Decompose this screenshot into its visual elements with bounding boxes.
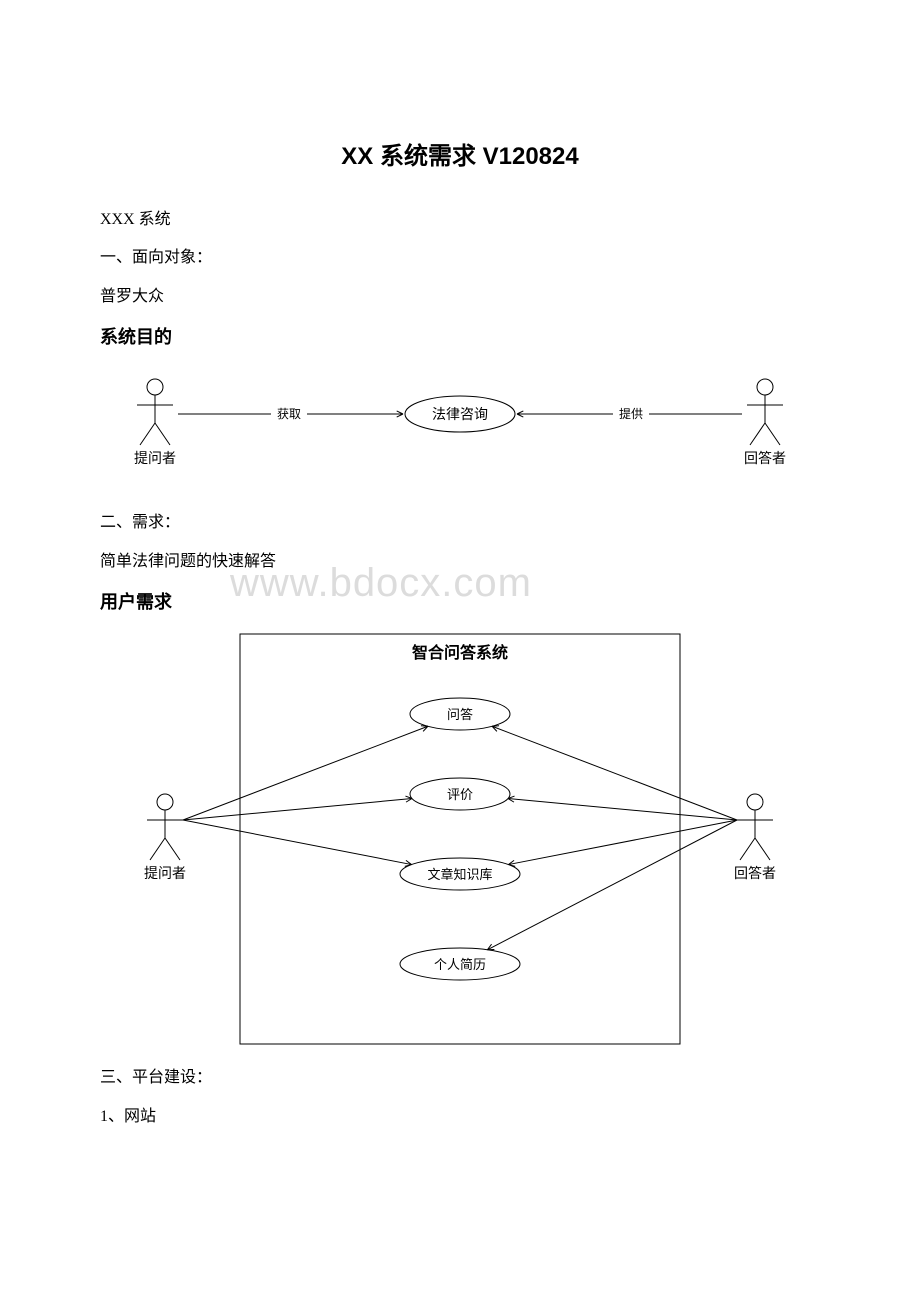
svg-text:获取: 获取 (277, 407, 301, 421)
diagram-1-container: 提问者 回答者 法律咨询 获取 提供 (100, 359, 820, 504)
svg-text:提问者: 提问者 (134, 451, 176, 467)
system-name: XXX 系统 (100, 201, 820, 239)
svg-text:评价: 评价 (447, 787, 473, 802)
svg-text:回答者: 回答者 (734, 865, 776, 882)
section-1-heading: 一、面向对象： (100, 239, 820, 277)
section-2-heading: 二、需求： (100, 504, 820, 542)
diagram-2: 智合问答系统提问者 回答者 问答评价文章知识库个人简历 (100, 624, 820, 1054)
heading-purpose: 系统目的 (100, 316, 820, 359)
doc-title: XX 系统需求 V120824 (100, 136, 820, 171)
svg-text:法律咨询: 法律咨询 (432, 407, 488, 423)
section-3-heading: 三、平台建设： (100, 1059, 820, 1097)
section-3-item1: 1、网站 (100, 1098, 820, 1136)
svg-text:文章知识库: 文章知识库 (427, 867, 492, 882)
diagram-2-container: 智合问答系统提问者 回答者 问答评价文章知识库个人简历 (100, 624, 820, 1059)
svg-text:提供: 提供 (619, 406, 643, 421)
svg-text:提问者: 提问者 (144, 866, 186, 882)
heading-user-req: 用户需求 (100, 581, 820, 624)
section-1-text: 普罗大众 (100, 278, 820, 316)
svg-text:问答: 问答 (447, 707, 473, 722)
svg-text:回答者: 回答者 (744, 450, 786, 467)
section-2-text: 简单法律问题的快速解答 (100, 543, 820, 581)
diagram-1: 提问者 回答者 法律咨询 获取 提供 (100, 359, 820, 499)
svg-text:个人简历: 个人简历 (434, 957, 486, 972)
svg-text:智合问答系统: 智合问答系统 (412, 643, 508, 662)
